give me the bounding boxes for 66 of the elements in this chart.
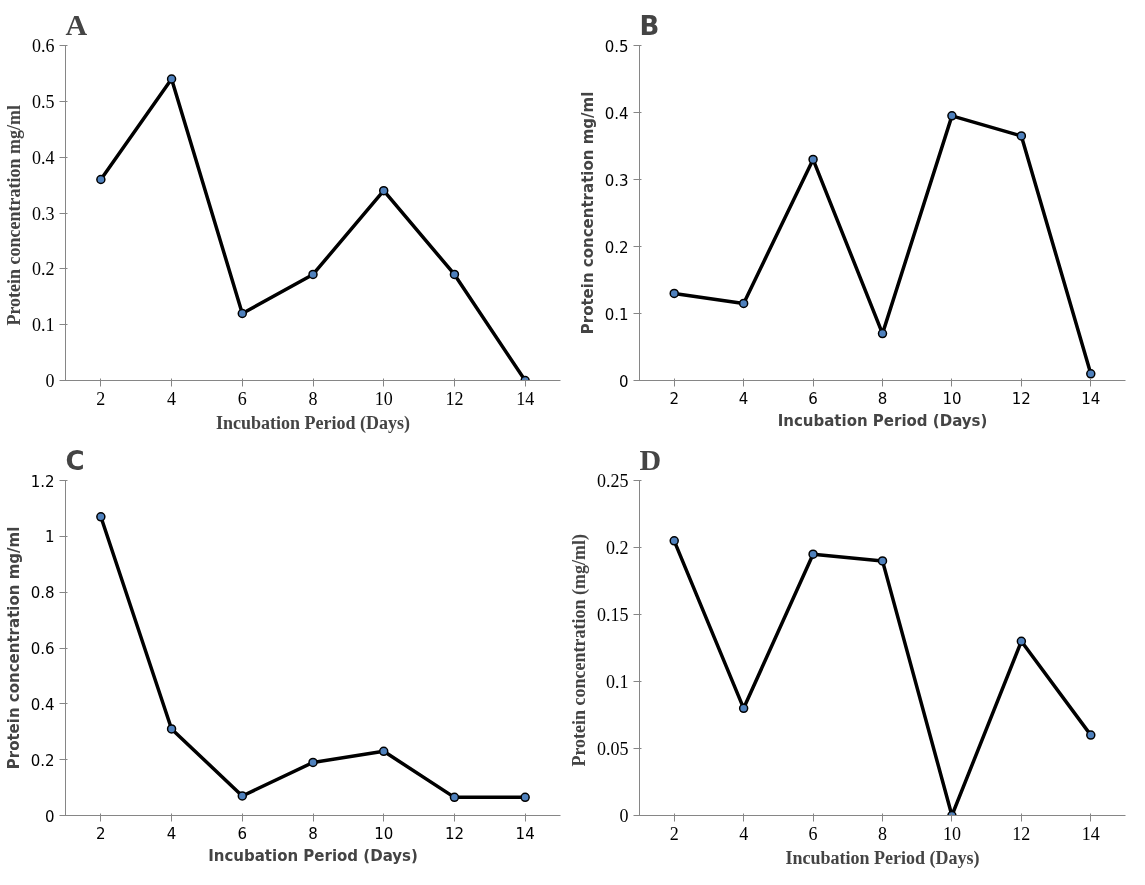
y-tick-label: 0.15 [597, 605, 629, 625]
x-tick-label: 10 [374, 388, 393, 409]
y-tick-label: 0.2 [606, 538, 629, 558]
x-tick-label: 2 [96, 388, 106, 409]
y-tick-label: 0.4 [32, 147, 55, 168]
y-tick-label: 0.2 [32, 259, 55, 280]
chart-title: C [65, 445, 85, 476]
x-tick-label: 14 [516, 388, 535, 409]
y-tick-label: 0 [618, 372, 629, 391]
y-tick-label: 0.2 [604, 238, 629, 257]
chart-title: D [639, 442, 662, 476]
x-tick-label: 8 [878, 823, 887, 844]
y-tick-label: 0.4 [604, 104, 629, 123]
chart-title: A [65, 7, 88, 41]
y-tick-label: 0.1 [32, 315, 55, 336]
x-tick-label: 12 [1012, 823, 1031, 844]
x-tick-label: 4 [738, 389, 749, 408]
x-tick-label: 2 [669, 823, 679, 844]
x-tick-label: 6 [808, 823, 818, 844]
x-tick-label: 14 [515, 824, 535, 843]
y-axis-title: Protein concentration (mg/ml) [569, 533, 590, 767]
x-axis-title: Incubation Period (Days) [777, 411, 988, 430]
x-tick-label: 14 [1081, 389, 1101, 408]
y-axis-title: Protein concentration mg/ml [4, 526, 23, 770]
x-tick-label: 4 [166, 824, 177, 843]
y-tick-label: 0.5 [604, 37, 629, 56]
x-tick-label: 12 [445, 388, 464, 409]
y-tick-label: 0 [45, 371, 55, 391]
y-tick-label: 0.4 [30, 695, 55, 714]
y-tick-label: 1 [44, 528, 55, 547]
x-tick-label: 10 [942, 823, 961, 844]
y-tick-label: 0 [619, 806, 629, 826]
y-tick-label: 0.1 [606, 672, 629, 692]
x-tick-label: 6 [237, 388, 247, 409]
y-tick-label: 0 [44, 807, 55, 826]
y-tick-label: 0.5 [32, 91, 55, 112]
y-tick-label: 0.3 [32, 203, 55, 224]
y-tick-label: 0.1 [604, 305, 629, 324]
y-tick-label: 0.3 [604, 171, 629, 190]
x-tick-label: 12 [1011, 389, 1031, 408]
x-tick-label: 2 [96, 824, 106, 843]
x-tick-label: 8 [877, 389, 888, 408]
x-axis-title: Incubation Period (Days) [208, 846, 418, 865]
x-axis-title: Incubation Period (Days) [216, 412, 411, 434]
y-tick-label: 0.8 [30, 584, 55, 603]
x-tick-label: 4 [739, 823, 749, 844]
x-tick-label: 8 [308, 824, 318, 843]
x-axis-title: Incubation Period (Days) [785, 847, 980, 869]
y-tick-label: 0.05 [597, 739, 629, 759]
y-tick-label: 0.2 [30, 751, 55, 770]
y-tick-label: 0.6 [32, 36, 55, 56]
x-tick-label: 6 [808, 389, 818, 408]
y-tick-label: 1.2 [30, 472, 55, 491]
chart-title: B [639, 10, 660, 41]
y-axis-title: Protein concentration mg/ml [4, 104, 24, 326]
x-tick-label: 4 [167, 388, 177, 409]
x-tick-label: 6 [237, 824, 248, 843]
x-tick-label: 12 [444, 824, 464, 843]
x-tick-label: 8 [308, 388, 318, 409]
x-tick-label: 10 [374, 824, 394, 843]
x-tick-label: 14 [1081, 823, 1100, 844]
y-axis-title: Protein concentration mg/ml [578, 91, 597, 335]
y-tick-label: 0.6 [30, 640, 55, 658]
x-tick-label: 2 [669, 389, 679, 408]
y-tick-label: 0.25 [597, 471, 629, 491]
x-tick-label: 10 [942, 389, 962, 408]
